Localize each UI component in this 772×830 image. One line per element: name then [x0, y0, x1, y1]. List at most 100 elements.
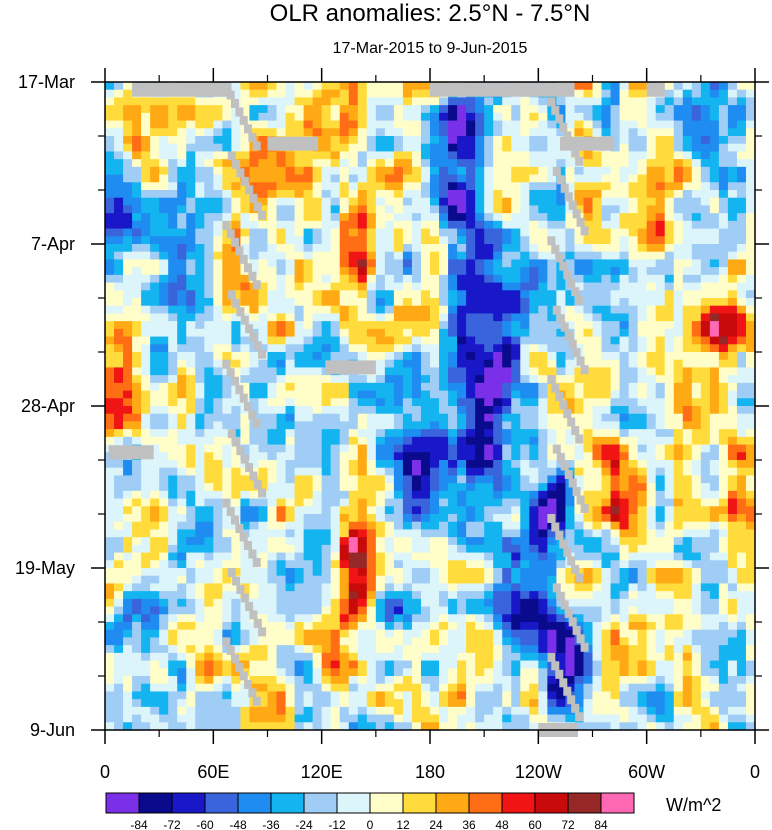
heat-cell	[709, 321, 720, 330]
heat-cell	[366, 591, 377, 600]
heat-cell	[682, 274, 693, 284]
heat-cell	[276, 529, 287, 538]
heat-cell	[475, 506, 485, 515]
heat-cell	[610, 89, 621, 99]
heat-cell	[312, 213, 323, 222]
heat-cell	[411, 506, 422, 515]
heat-cell	[204, 136, 214, 145]
heat-cell	[673, 375, 684, 384]
heat-cell	[267, 475, 278, 484]
heat-cell	[583, 483, 594, 492]
heat-cell	[402, 436, 413, 446]
heat-cell	[619, 583, 630, 592]
heat-cell	[592, 514, 603, 523]
heat-cell	[213, 436, 223, 446]
heat-cell	[439, 259, 449, 268]
heat-cell	[466, 328, 476, 338]
heat-cell	[285, 521, 296, 531]
heat-cell	[682, 89, 693, 99]
heat-cell	[186, 105, 196, 114]
heat-cell	[475, 475, 485, 484]
heat-cell	[673, 537, 684, 546]
heat-cell	[583, 591, 594, 600]
heat-cell	[439, 521, 449, 531]
heat-cell	[511, 159, 521, 168]
heat-cell	[628, 82, 639, 91]
heat-cell	[502, 444, 512, 453]
heat-cell	[249, 290, 260, 299]
heat-cell	[709, 429, 720, 438]
heat-cell	[312, 328, 323, 338]
heat-cell	[637, 166, 648, 176]
heat-cell	[691, 213, 702, 222]
heat-cell	[114, 575, 124, 585]
heat-cell	[448, 298, 458, 307]
heat-cell	[312, 274, 323, 284]
heat-cell	[646, 182, 657, 191]
heat-cell	[285, 544, 296, 554]
heat-cell	[402, 182, 413, 191]
heat-cell	[664, 89, 675, 99]
heat-cell	[168, 537, 178, 546]
heat-cell	[511, 220, 521, 230]
heat-cell	[475, 544, 485, 554]
heat-cell	[430, 544, 440, 554]
heat-cell	[150, 606, 160, 615]
heat-cell	[150, 336, 160, 345]
heat-cell	[628, 591, 639, 600]
heat-cell	[583, 166, 594, 176]
heat-cell	[565, 529, 576, 538]
heat-cell	[430, 413, 440, 423]
heat-cell	[709, 359, 720, 369]
heat-cell	[177, 267, 187, 276]
heat-cell	[204, 560, 214, 569]
heat-cell	[502, 251, 512, 261]
heat-cell	[430, 321, 440, 330]
heat-cell	[682, 159, 693, 168]
heat-cell	[222, 151, 232, 160]
heat-cell	[619, 282, 630, 291]
heat-cell	[637, 321, 648, 330]
heat-cell	[249, 120, 260, 129]
heat-cell	[294, 514, 305, 523]
heat-cell	[736, 89, 747, 99]
heat-cell	[529, 313, 539, 322]
heat-cell	[592, 128, 603, 137]
heat-cell	[502, 197, 512, 207]
heat-cell	[393, 598, 404, 608]
heat-cell	[276, 568, 287, 577]
heat-cell	[159, 606, 169, 615]
heat-cell	[439, 591, 449, 600]
heat-cell	[520, 406, 530, 415]
heat-cell	[150, 205, 160, 214]
heat-cell	[114, 298, 124, 307]
heat-cell	[420, 444, 431, 453]
heat-cell	[727, 267, 738, 276]
heat-cell	[673, 475, 684, 484]
heat-cell	[411, 328, 422, 338]
heat-cell	[168, 352, 178, 361]
heat-cell	[177, 568, 187, 577]
heat-cell	[177, 105, 187, 114]
heat-cell	[213, 305, 223, 315]
heat-cell	[303, 483, 314, 492]
heat-cell	[177, 398, 187, 407]
heat-cell	[195, 267, 205, 276]
heat-cell	[114, 174, 124, 183]
heat-cell	[375, 328, 386, 338]
heat-cell	[114, 606, 124, 615]
heat-cell	[393, 120, 404, 129]
heat-cell	[411, 174, 422, 183]
heat-cell	[393, 537, 404, 546]
heat-cell	[601, 228, 612, 237]
heat-cell	[321, 583, 332, 592]
heat-cell	[592, 552, 603, 561]
heat-cell	[502, 105, 512, 114]
heat-cell	[159, 274, 169, 284]
heat-cell	[267, 568, 278, 577]
heat-cell	[682, 213, 693, 222]
heat-cell	[249, 367, 260, 376]
heat-cell	[141, 390, 151, 399]
heat-cell	[520, 498, 530, 507]
